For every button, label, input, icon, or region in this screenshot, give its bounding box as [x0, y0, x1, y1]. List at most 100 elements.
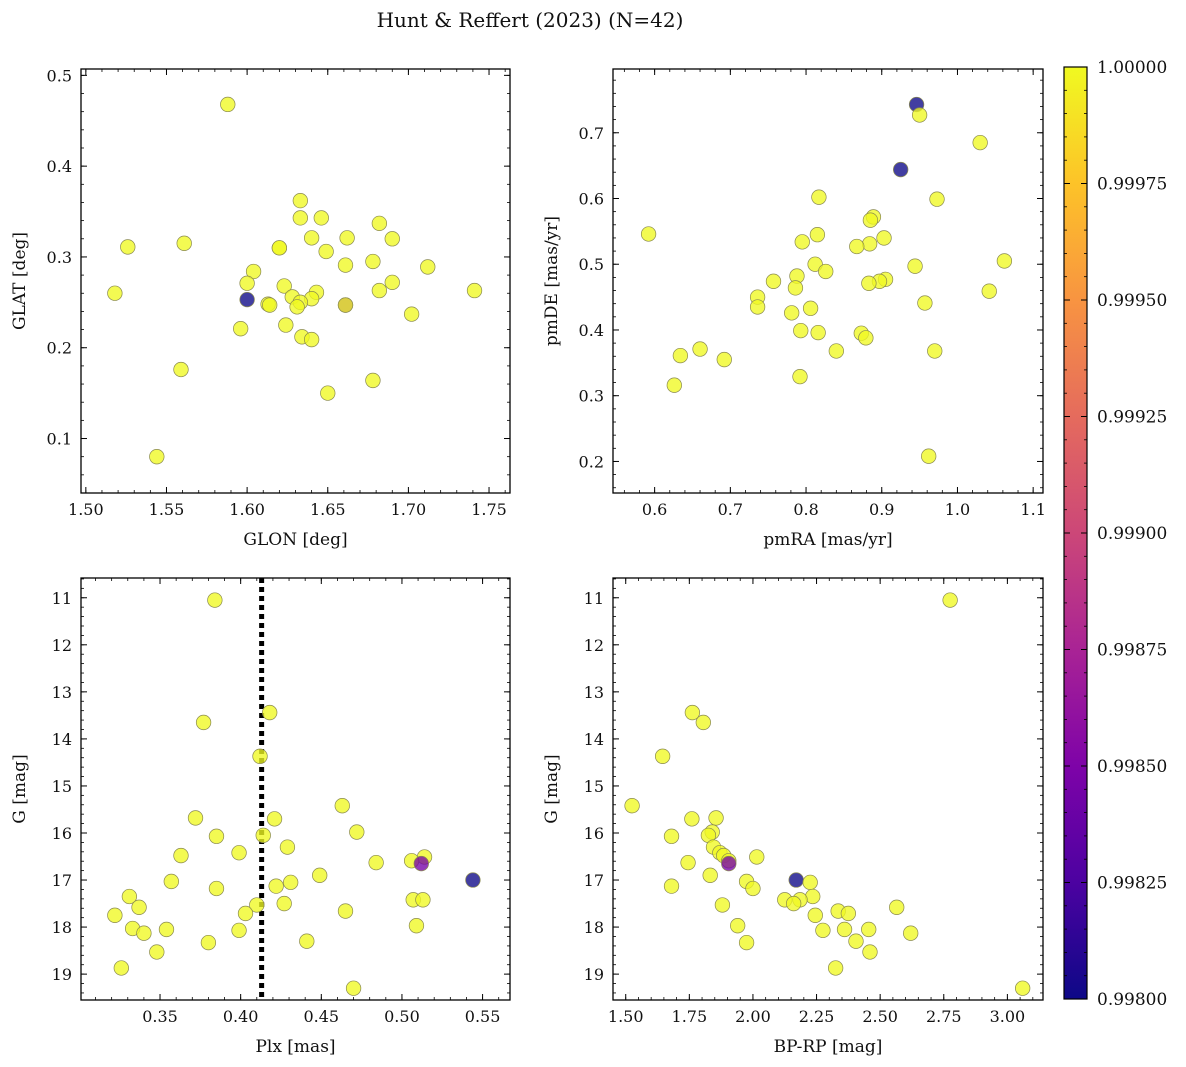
x-axis-label: pmRA [mas/yr] — [763, 530, 892, 550]
data-point — [113, 960, 129, 976]
plot-frame — [612, 577, 1044, 1001]
data-point — [666, 377, 682, 393]
y-tick-label: 15 — [52, 777, 72, 796]
data-point — [802, 300, 819, 316]
y-tick-label: 18 — [584, 918, 604, 937]
y-tick-label: 16 — [52, 824, 72, 843]
colorbar-tick-label: 0.99800 — [1097, 990, 1167, 1010]
data-point — [862, 944, 878, 960]
data-point — [793, 322, 809, 339]
data-point — [849, 238, 865, 255]
x-tick-label: 1.1 — [1020, 500, 1045, 519]
y-tick-label: 0.1 — [47, 430, 72, 449]
y-tick-label: 0.5 — [579, 255, 604, 274]
data-point — [893, 161, 909, 178]
x-tick-label: 0.35 — [142, 1007, 178, 1026]
data-point — [266, 811, 283, 827]
data-point — [271, 240, 288, 256]
y-tick-label: 0.4 — [47, 157, 72, 176]
data-point — [107, 907, 123, 923]
data-point — [276, 278, 292, 294]
plot-frame — [80, 577, 511, 1001]
colorbar-tick-label: 0.99850 — [1097, 757, 1167, 777]
x-tick-label: 1.75 — [672, 1007, 708, 1026]
x-tick-label: 1.70 — [391, 500, 427, 519]
colorbar-tick-label: 0.99875 — [1097, 641, 1167, 661]
data-point — [384, 274, 400, 291]
data-point — [371, 215, 388, 231]
plot-frame — [612, 68, 1044, 494]
data-point — [231, 845, 247, 861]
data-point — [195, 714, 212, 731]
y-tick-label: 19 — [52, 965, 72, 984]
data-point — [239, 275, 255, 291]
data-point — [107, 285, 123, 301]
y-tick-label: 14 — [584, 730, 604, 749]
data-point — [828, 343, 844, 359]
data-point — [749, 299, 766, 315]
x-axis-label: GLON [deg] — [243, 530, 347, 550]
data-point — [237, 905, 254, 922]
data-point — [415, 892, 431, 908]
y-tick-label: 0.6 — [579, 190, 604, 209]
data-point — [120, 239, 136, 255]
data-point — [745, 880, 761, 897]
scatter-panel-4: 1.50 1.75 2.00 2.25 2.50 2.75 3.00 11 12 13 14 15 16… — [542, 577, 1044, 1057]
data-point — [692, 341, 708, 357]
data-point — [220, 96, 236, 113]
data-point — [702, 867, 718, 883]
data-point — [299, 933, 315, 949]
y-tick-label: 19 — [584, 965, 604, 984]
data-point — [807, 256, 823, 272]
x-tick-label: 3.00 — [990, 1007, 1026, 1026]
data-point — [339, 230, 355, 246]
x-tick-label: 1.60 — [229, 500, 265, 519]
data-point — [792, 368, 808, 385]
data-point — [861, 275, 877, 291]
data-point — [278, 317, 294, 333]
data-point — [848, 933, 864, 949]
data-point — [749, 849, 765, 865]
data-point — [654, 748, 671, 764]
y-tick-label: 11 — [584, 589, 604, 608]
data-point — [313, 210, 329, 226]
data-point — [158, 921, 175, 938]
data-point — [861, 236, 878, 252]
data-point — [368, 854, 384, 871]
data-point — [334, 798, 350, 814]
data-point — [786, 895, 802, 912]
y-tick-label: 0.2 — [47, 339, 72, 358]
data-point — [262, 297, 278, 313]
plot-frame — [80, 68, 511, 494]
data-point — [738, 934, 755, 951]
data-point — [349, 824, 365, 840]
y-tick-label: 0.3 — [579, 387, 604, 406]
scatter-panel-3: 0.35 0.40 0.45 0.50 0.55 11 12 13 14 15 16 17 18 19 Pl… — [10, 577, 511, 1057]
data-point — [911, 107, 928, 123]
scatter-panel-1: 1.50 1.55 1.60 1.65 1.70 1.75 0.1 0.2 0.3 0.4 0.5 G… — [10, 66, 511, 550]
data-point — [408, 918, 425, 934]
data-point — [200, 934, 217, 951]
data-point — [794, 234, 810, 250]
y-axis-label: G [mag] — [542, 754, 562, 823]
data-point — [929, 191, 945, 207]
y-axis-label: GLAT [deg] — [10, 232, 30, 330]
x-tick-label: 0.40 — [223, 1007, 259, 1026]
data-point — [303, 331, 320, 348]
x-axis-label: BP-RP [mag] — [774, 1037, 883, 1057]
data-point — [624, 798, 640, 814]
data-point — [371, 282, 388, 299]
data-point — [663, 828, 680, 844]
data-point — [233, 321, 249, 337]
data-point — [403, 306, 420, 322]
data-point — [788, 872, 804, 888]
colorbar: 0.99800 0.99825 0.99850 0.99875 0.99900 0.999… — [1063, 58, 1167, 1010]
x-tick-label: 1.55 — [149, 500, 185, 519]
x-tick-label: 0.50 — [384, 1007, 420, 1026]
y-tick-label: 11 — [52, 589, 72, 608]
x-tick-label: 2.50 — [862, 1007, 898, 1026]
data-point — [942, 592, 958, 608]
data-point — [784, 305, 800, 321]
data-point — [730, 918, 746, 934]
y-tick-label: 0.4 — [579, 321, 604, 340]
